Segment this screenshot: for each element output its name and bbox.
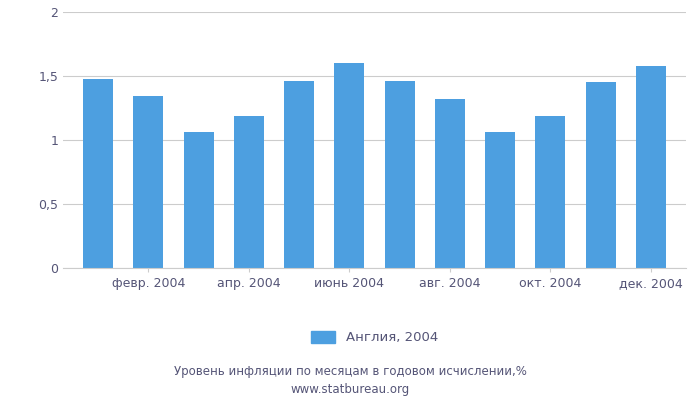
Text: Уровень инфляции по месяцам в годовом исчислении,%: Уровень инфляции по месяцам в годовом ис… [174,366,526,378]
Bar [284,81,314,268]
Bar [485,132,515,268]
Bar [636,66,666,268]
Bar [435,99,465,268]
Text: www.statbureau.org: www.statbureau.org [290,384,410,396]
Bar [585,82,616,268]
Bar [536,116,566,268]
Bar [133,96,164,268]
Legend: Англия, 2004: Англия, 2004 [306,326,443,350]
Bar [384,81,414,268]
Bar [183,132,214,268]
Bar [234,116,264,268]
Bar [335,63,365,268]
Bar [83,78,113,268]
